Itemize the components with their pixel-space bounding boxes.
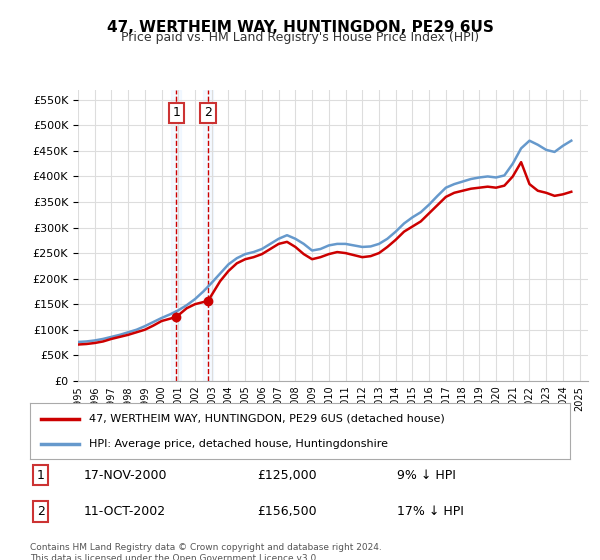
- Text: Price paid vs. HM Land Registry's House Price Index (HPI): Price paid vs. HM Land Registry's House …: [121, 31, 479, 44]
- Text: 9% ↓ HPI: 9% ↓ HPI: [397, 469, 456, 482]
- Text: 11-OCT-2002: 11-OCT-2002: [84, 505, 166, 518]
- Text: HPI: Average price, detached house, Huntingdonshire: HPI: Average price, detached house, Hunt…: [89, 438, 388, 449]
- Text: 17-NOV-2000: 17-NOV-2000: [84, 469, 167, 482]
- Text: 1: 1: [37, 469, 45, 482]
- Text: 2: 2: [204, 106, 212, 119]
- Text: £125,000: £125,000: [257, 469, 316, 482]
- Text: 47, WERTHEIM WAY, HUNTINGDON, PE29 6US: 47, WERTHEIM WAY, HUNTINGDON, PE29 6US: [107, 20, 493, 35]
- Text: £156,500: £156,500: [257, 505, 316, 518]
- Text: 17% ↓ HPI: 17% ↓ HPI: [397, 505, 464, 518]
- Text: 47, WERTHEIM WAY, HUNTINGDON, PE29 6US (detached house): 47, WERTHEIM WAY, HUNTINGDON, PE29 6US (…: [89, 414, 445, 424]
- Text: Contains HM Land Registry data © Crown copyright and database right 2024.
This d: Contains HM Land Registry data © Crown c…: [30, 543, 382, 560]
- Text: 1: 1: [172, 106, 180, 119]
- Bar: [172, 90, 181, 381]
- Text: 2: 2: [37, 505, 45, 518]
- Bar: [203, 90, 213, 381]
